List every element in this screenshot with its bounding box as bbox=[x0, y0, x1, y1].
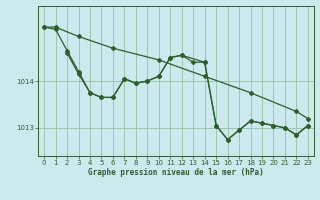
X-axis label: Graphe pression niveau de la mer (hPa): Graphe pression niveau de la mer (hPa) bbox=[88, 168, 264, 177]
